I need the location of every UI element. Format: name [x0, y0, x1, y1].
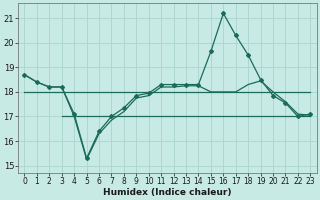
- X-axis label: Humidex (Indice chaleur): Humidex (Indice chaleur): [103, 188, 232, 197]
